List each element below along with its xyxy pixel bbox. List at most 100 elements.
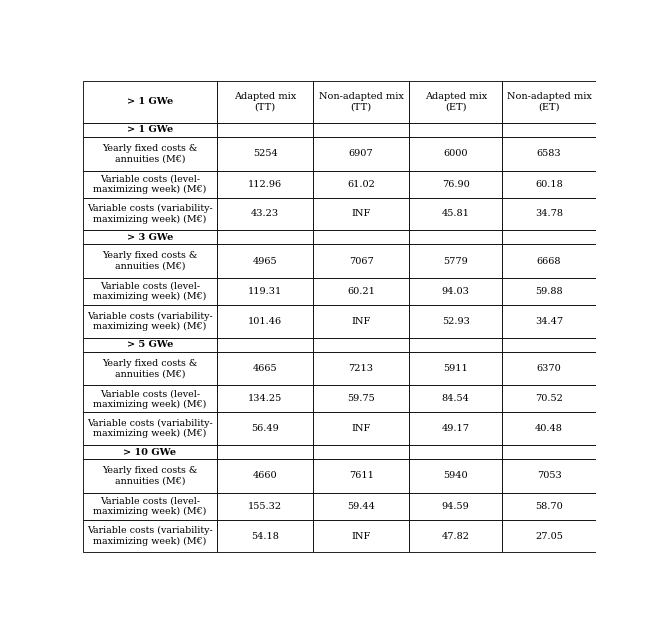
Text: Variable costs (variability-
maximizing week) (M€): Variable costs (variability- maximizing … [87, 419, 213, 439]
Bar [313, 412, 409, 445]
Text: Yearly fixed costs &
annuities (M€): Yearly fixed costs & annuities (M€) [103, 359, 197, 378]
Text: 60.18: 60.18 [536, 179, 563, 189]
Bar [313, 520, 409, 552]
Bar [83, 412, 217, 445]
Bar [502, 230, 596, 244]
Bar [502, 305, 596, 338]
Text: 76.90: 76.90 [442, 179, 469, 189]
Bar [83, 122, 217, 137]
Text: Variable costs (level-
maximizing week) (M€): Variable costs (level- maximizing week) … [93, 496, 207, 516]
Text: Variable costs (level-
maximizing week) (M€): Variable costs (level- maximizing week) … [93, 389, 207, 409]
Bar [313, 122, 409, 137]
Text: 70.52: 70.52 [535, 394, 563, 403]
Text: 5940: 5940 [444, 471, 468, 481]
Bar [83, 386, 217, 412]
Bar [217, 386, 313, 412]
Text: 7611: 7611 [349, 471, 373, 481]
Bar [217, 81, 313, 122]
Text: 40.48: 40.48 [535, 424, 563, 433]
Bar [83, 244, 217, 278]
Text: 6907: 6907 [349, 149, 373, 158]
Bar [502, 137, 596, 171]
Bar [217, 137, 313, 171]
Bar [313, 386, 409, 412]
Bar [409, 338, 502, 352]
Bar [313, 459, 409, 493]
Bar [83, 493, 217, 520]
Bar [502, 352, 596, 386]
Text: 61.02: 61.02 [347, 179, 375, 189]
Text: > 5 GWe: > 5 GWe [126, 340, 173, 349]
Text: 5911: 5911 [444, 364, 468, 373]
Bar [313, 338, 409, 352]
Bar [313, 198, 409, 230]
Bar [313, 445, 409, 459]
Bar [217, 338, 313, 352]
Text: Variable costs (variability-
maximizing week) (M€): Variable costs (variability- maximizing … [87, 204, 213, 224]
Text: > 1 GWe: > 1 GWe [127, 125, 173, 134]
Text: 6000: 6000 [444, 149, 468, 158]
Text: 58.70: 58.70 [536, 502, 563, 511]
Bar [313, 81, 409, 122]
Text: 5254: 5254 [253, 149, 277, 158]
Bar [313, 352, 409, 386]
Bar [83, 445, 217, 459]
Text: Variable costs (level-
maximizing week) (M€): Variable costs (level- maximizing week) … [93, 282, 207, 301]
Bar [409, 520, 502, 552]
Text: INF: INF [352, 531, 371, 541]
Text: 7213: 7213 [349, 364, 373, 373]
Bar [409, 278, 502, 305]
Bar [502, 493, 596, 520]
Bar [502, 122, 596, 137]
Bar [409, 171, 502, 198]
Text: INF: INF [352, 424, 371, 433]
Text: Variable costs (variability-
maximizing week) (M€): Variable costs (variability- maximizing … [87, 311, 213, 331]
Bar [409, 122, 502, 137]
Bar [502, 81, 596, 122]
Bar [409, 352, 502, 386]
Text: 94.03: 94.03 [442, 287, 469, 296]
Bar [83, 459, 217, 493]
Text: INF: INF [352, 209, 371, 218]
Text: 6583: 6583 [537, 149, 561, 158]
Bar [217, 244, 313, 278]
Bar [313, 244, 409, 278]
Bar [313, 305, 409, 338]
Bar [83, 338, 217, 352]
Bar [409, 305, 502, 338]
Text: Adapted mix
(ET): Adapted mix (ET) [424, 92, 487, 111]
Bar [409, 493, 502, 520]
Bar [502, 278, 596, 305]
Bar [217, 520, 313, 552]
Bar [217, 278, 313, 305]
Bar [409, 230, 502, 244]
Text: Variable costs (variability-
maximizing week) (M€): Variable costs (variability- maximizing … [87, 526, 213, 546]
Text: Yearly fixed costs &
annuities (M€): Yearly fixed costs & annuities (M€) [103, 466, 197, 486]
Text: 60.21: 60.21 [347, 287, 375, 296]
Text: 34.47: 34.47 [535, 317, 563, 326]
Text: 5779: 5779 [444, 257, 468, 266]
Bar [502, 386, 596, 412]
Text: INF: INF [352, 317, 371, 326]
Text: 101.46: 101.46 [248, 317, 282, 326]
Text: > 10 GWe: > 10 GWe [123, 448, 177, 456]
Text: Yearly fixed costs &
annuities (M€): Yearly fixed costs & annuities (M€) [103, 251, 197, 271]
Bar [83, 137, 217, 171]
Bar [217, 493, 313, 520]
Text: 43.23: 43.23 [251, 209, 279, 218]
Text: 54.18: 54.18 [251, 531, 279, 541]
Text: Non-adapted mix
(ET): Non-adapted mix (ET) [506, 92, 592, 111]
Text: 119.31: 119.31 [248, 287, 282, 296]
Bar [409, 198, 502, 230]
Bar [217, 122, 313, 137]
Text: 34.78: 34.78 [535, 209, 563, 218]
Text: 4965: 4965 [253, 257, 277, 266]
Bar [217, 459, 313, 493]
Text: 6668: 6668 [537, 257, 561, 266]
Text: > 1 GWe: > 1 GWe [127, 98, 173, 106]
Bar [83, 198, 217, 230]
Text: 112.96: 112.96 [248, 179, 282, 189]
Bar [313, 137, 409, 171]
Bar [409, 244, 502, 278]
Text: Variable costs (level-
maximizing week) (M€): Variable costs (level- maximizing week) … [93, 174, 207, 194]
